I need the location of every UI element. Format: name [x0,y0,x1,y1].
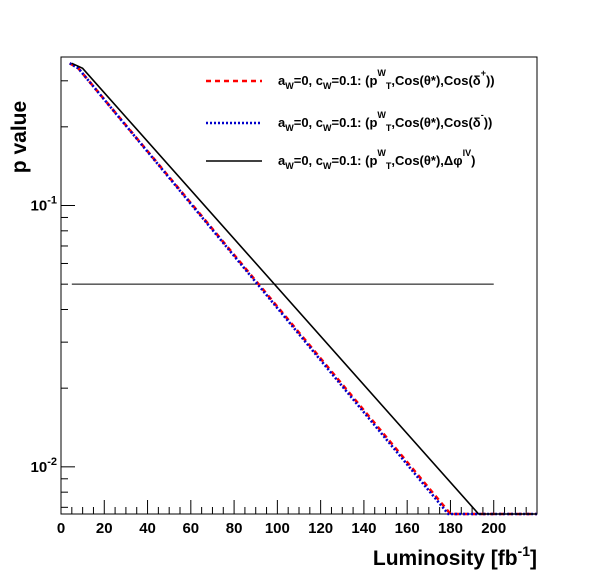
x-tick-label: 0 [57,520,65,537]
series-line-3 [71,62,537,515]
ticks-layer: 0 20 40 60 80 100 120 140 160 180 200 10-1 10-2 [31,80,538,537]
series-line-2 [69,62,537,516]
x-tick-label: 80 [226,520,243,537]
x-tick-label: 40 [139,520,156,537]
x-tick-label: 200 [481,520,506,537]
legend-label-3: aW=0, cW=0.1: (pWT,Cos(θ*),ΔφlV) [278,148,475,171]
y-tick-label: 10-1 [31,194,57,214]
x-tick-label: 180 [438,520,463,537]
series-layer [69,62,537,516]
series-line-1 [69,62,537,516]
x-tick-label: 160 [395,520,420,537]
y-tick-label: 10-2 [31,456,57,476]
x-tick-label: 20 [96,520,113,537]
legend-label-2: aW=0, cW=0.1: (pWT,Cos(θ*),Cos(δ-)) [278,110,492,133]
legend: aW=0, cW=0.1: (pWT,Cos(θ*),Cos(δ+)) aW=0,… [206,68,495,171]
y-axis-title: p value [8,101,31,173]
x-axis-title: Luminosity [fb-1] [373,543,537,570]
x-tick-label: 60 [182,520,199,537]
x-tick-label: 140 [351,520,376,537]
legend-label-1: aW=0, cW=0.1: (pWT,Cos(θ*),Cos(δ+)) [278,68,495,91]
x-tick-label: 120 [308,520,333,537]
x-tick-label: 100 [265,520,290,537]
